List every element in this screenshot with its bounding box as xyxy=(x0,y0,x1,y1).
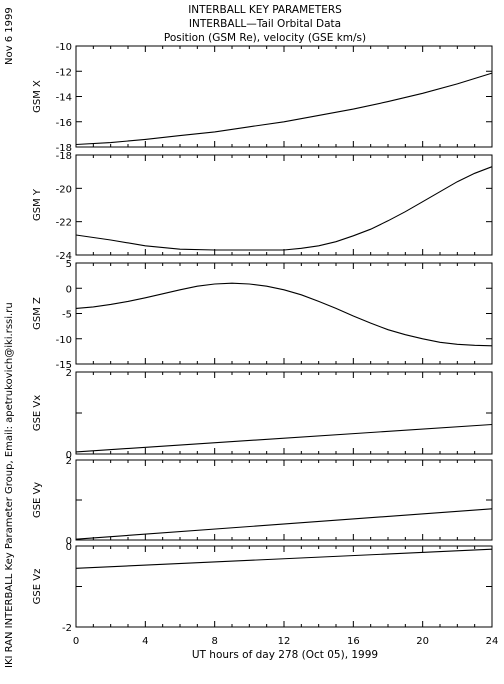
y-tick-label: -5 xyxy=(62,310,72,321)
x-tick-label: 24 xyxy=(486,636,499,647)
x-tick-label: 16 xyxy=(347,636,360,647)
y-tick-label: -2 xyxy=(62,623,72,634)
y-axis-label: GSM Y xyxy=(32,188,43,221)
y-tick-label: 0 xyxy=(66,450,72,461)
series-line-2 xyxy=(75,166,493,251)
panel-5: 2 0 GSE Vy xyxy=(32,456,493,547)
series-line-3 xyxy=(75,282,493,347)
y-axis-label: GSM X xyxy=(32,80,43,113)
y-tick-label: -18 xyxy=(56,143,72,154)
chart-title-line1: INTERBALL KEY PARAMETERS xyxy=(188,4,342,16)
y-axis-label: GSE Vx xyxy=(32,395,43,431)
panel-frame xyxy=(75,45,493,148)
y-tick-label: 2 xyxy=(66,456,72,467)
panel-4: 2 0 GSE Vx xyxy=(32,368,493,461)
y-tick-label: -18 xyxy=(56,151,72,162)
x-axis-label: UT hours of day 278 (Oct 05), 1999 xyxy=(192,649,378,661)
y-tick-label: -10 xyxy=(56,42,72,53)
y-tick-label: -16 xyxy=(56,118,72,129)
y-tick-label: -14 xyxy=(56,93,72,104)
x-tick-label: 8 xyxy=(211,636,217,647)
y-tick-label: -10 xyxy=(56,335,72,346)
series-line-5 xyxy=(75,508,493,540)
x-tick-label: 4 xyxy=(142,636,148,647)
y-axis-label: GSE Vz xyxy=(32,569,43,605)
y-tick-label: 5 xyxy=(66,259,72,270)
x-tick-label: 20 xyxy=(416,636,429,647)
y-tick-label: 0 xyxy=(66,542,72,553)
panel-frame xyxy=(75,154,493,256)
panel-frame xyxy=(75,262,493,365)
y-tick-label: -12 xyxy=(56,67,72,78)
panel-frame xyxy=(75,459,493,541)
y-tick-label: 2 xyxy=(66,368,72,379)
panel-frame xyxy=(75,371,493,455)
y-tick-label: 0 xyxy=(66,536,72,547)
chart-title-line2: INTERBALL—Tail Orbital Data xyxy=(189,18,341,30)
series-line-4 xyxy=(75,423,493,453)
y-tick-label: 0 xyxy=(66,284,72,295)
x-tick-label: 12 xyxy=(278,636,291,647)
x-axis-tick-labels: 0 4 8 12 16 20 24 xyxy=(73,636,499,647)
y-tick-label: -22 xyxy=(56,218,72,229)
y-tick-label: -15 xyxy=(56,360,72,371)
y-axis-label: GSM Z xyxy=(32,297,43,330)
series-line-6 xyxy=(75,548,493,569)
y-tick-label: -20 xyxy=(56,184,72,195)
panel-1: -10 -12 -14 -16 -18 GSM X xyxy=(32,42,493,154)
y-axis-label: GSE Vy xyxy=(32,482,43,518)
panel-6: 0 -2 GSE Vz xyxy=(32,542,493,634)
panel-2: -18 -20 -22 -24 GSM Y xyxy=(32,151,493,262)
date-stamp: Nov 6 1999 xyxy=(4,7,15,65)
panel-3: 5 0 -5 -10 -15 GSM Z xyxy=(32,259,493,371)
x-tick-label: 0 xyxy=(73,636,79,647)
panel-frame xyxy=(75,545,493,628)
chart-title-line3: Position (GSM Re), velocity (GSE km/s) xyxy=(164,32,366,44)
side-credit: IKI RAN INTERBALL Key Parameter Group, E… xyxy=(4,302,15,668)
y-tick-label: -24 xyxy=(56,251,72,262)
series-line-1 xyxy=(75,72,493,146)
